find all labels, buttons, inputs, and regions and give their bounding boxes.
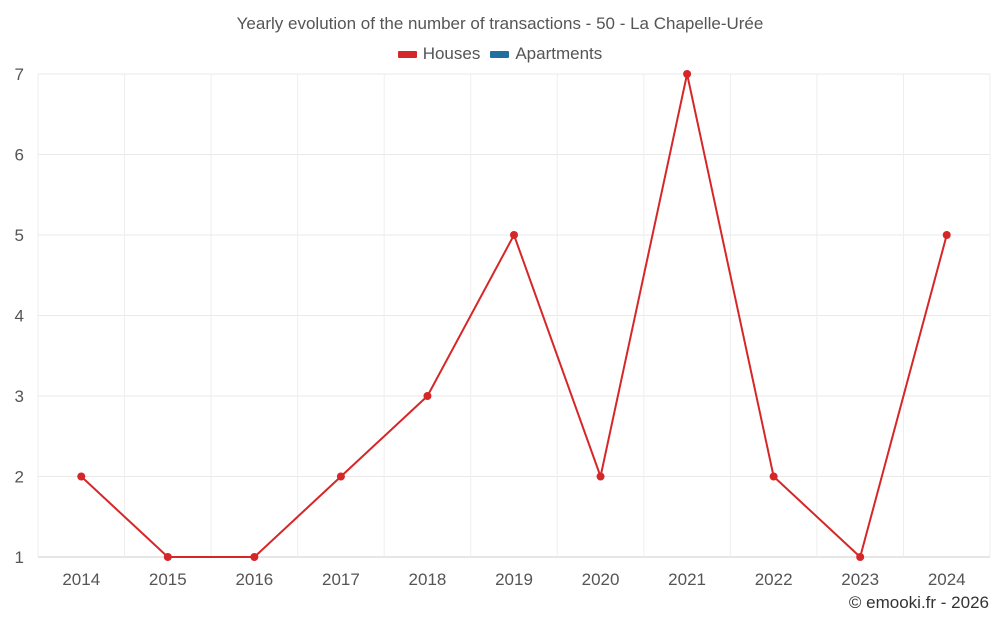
data-point — [683, 70, 692, 78]
legend-label-apartments: Apartments — [515, 44, 603, 63]
data-point — [596, 472, 605, 481]
y-tick-label: 6 — [15, 146, 24, 165]
data-point — [769, 472, 778, 481]
data-point — [250, 553, 259, 561]
credit-text: © emooki.fr - 2026 — [848, 593, 989, 612]
data-point — [423, 392, 432, 400]
y-tick-label: 2 — [15, 468, 24, 487]
x-tick-label: 2017 — [322, 570, 360, 589]
x-tick-label: 2023 — [841, 570, 879, 589]
y-tick-label: 3 — [15, 387, 24, 406]
x-tick-label: 2019 — [495, 570, 533, 589]
chart-title: Yearly evolution of the number of transa… — [236, 14, 764, 33]
legend-item-houses[interactable]: Houses — [397, 44, 481, 64]
x-tick-label: 2022 — [755, 570, 793, 589]
data-point — [856, 553, 865, 561]
legend-item-apartments[interactable]: Apartments — [490, 44, 602, 64]
legend-swatch-apartments — [490, 50, 510, 58]
y-tick-label: 5 — [15, 226, 24, 245]
y-tick-label: 1 — [15, 548, 24, 567]
data-point — [942, 231, 951, 239]
data-point — [163, 553, 172, 561]
x-tick-label: 2018 — [409, 570, 447, 589]
legend-label-houses: Houses — [422, 44, 481, 63]
x-tick-label: 2020 — [582, 570, 620, 589]
data-point — [77, 472, 86, 481]
data-point — [336, 472, 345, 481]
y-tick-label: 7 — [15, 65, 24, 84]
x-tick-label: 2024 — [928, 570, 966, 589]
legend-swatch-houses — [397, 50, 417, 58]
data-point — [510, 231, 518, 239]
x-tick-label: 2016 — [235, 570, 273, 589]
x-tick-label: 2015 — [149, 570, 187, 589]
y-tick-label: 4 — [15, 307, 24, 326]
x-tick-label: 2021 — [668, 570, 706, 589]
x-tick-label: 2014 — [62, 570, 100, 589]
legend: Houses Apartments — [0, 44, 1000, 64]
